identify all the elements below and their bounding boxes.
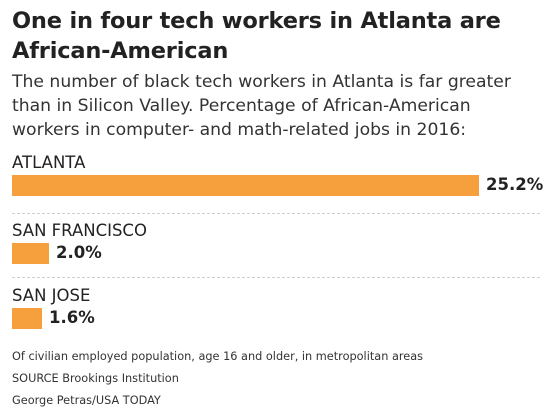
bar-label-atlanta: ATLANTA [12,153,86,172]
bar-san-jose [12,308,42,329]
chart-subtitle: The number of black tech workers in Atla… [12,72,511,140]
bar-value-san-francisco: 2.0% [56,243,102,262]
bar-value-atlanta: 25.2% [486,175,544,194]
footnote-credit: George Petras/USA TODAY [12,394,161,407]
bar-san-francisco [12,243,49,264]
bar-row-atlanta: ATLANTA 25.2% [12,153,544,213]
row-divider [12,213,540,214]
chart-title: One in four tech workers in Atlanta are … [12,8,501,64]
bar-label-san-jose: SAN JOSE [12,286,91,305]
bar-row-san-francisco: SAN FRANCISCO 2.0% [12,221,540,281]
bar-label-san-francisco: SAN FRANCISCO [12,221,147,240]
bar-value-san-jose: 1.6% [49,308,95,327]
row-divider [12,277,540,278]
bar-row-san-jose: SAN JOSE 1.6% [12,286,540,346]
footnote-source: SOURCE Brookings Institution [12,372,179,385]
bar-atlanta [12,175,479,196]
footnote-note: Of civilian employed population, age 16 … [12,350,424,363]
